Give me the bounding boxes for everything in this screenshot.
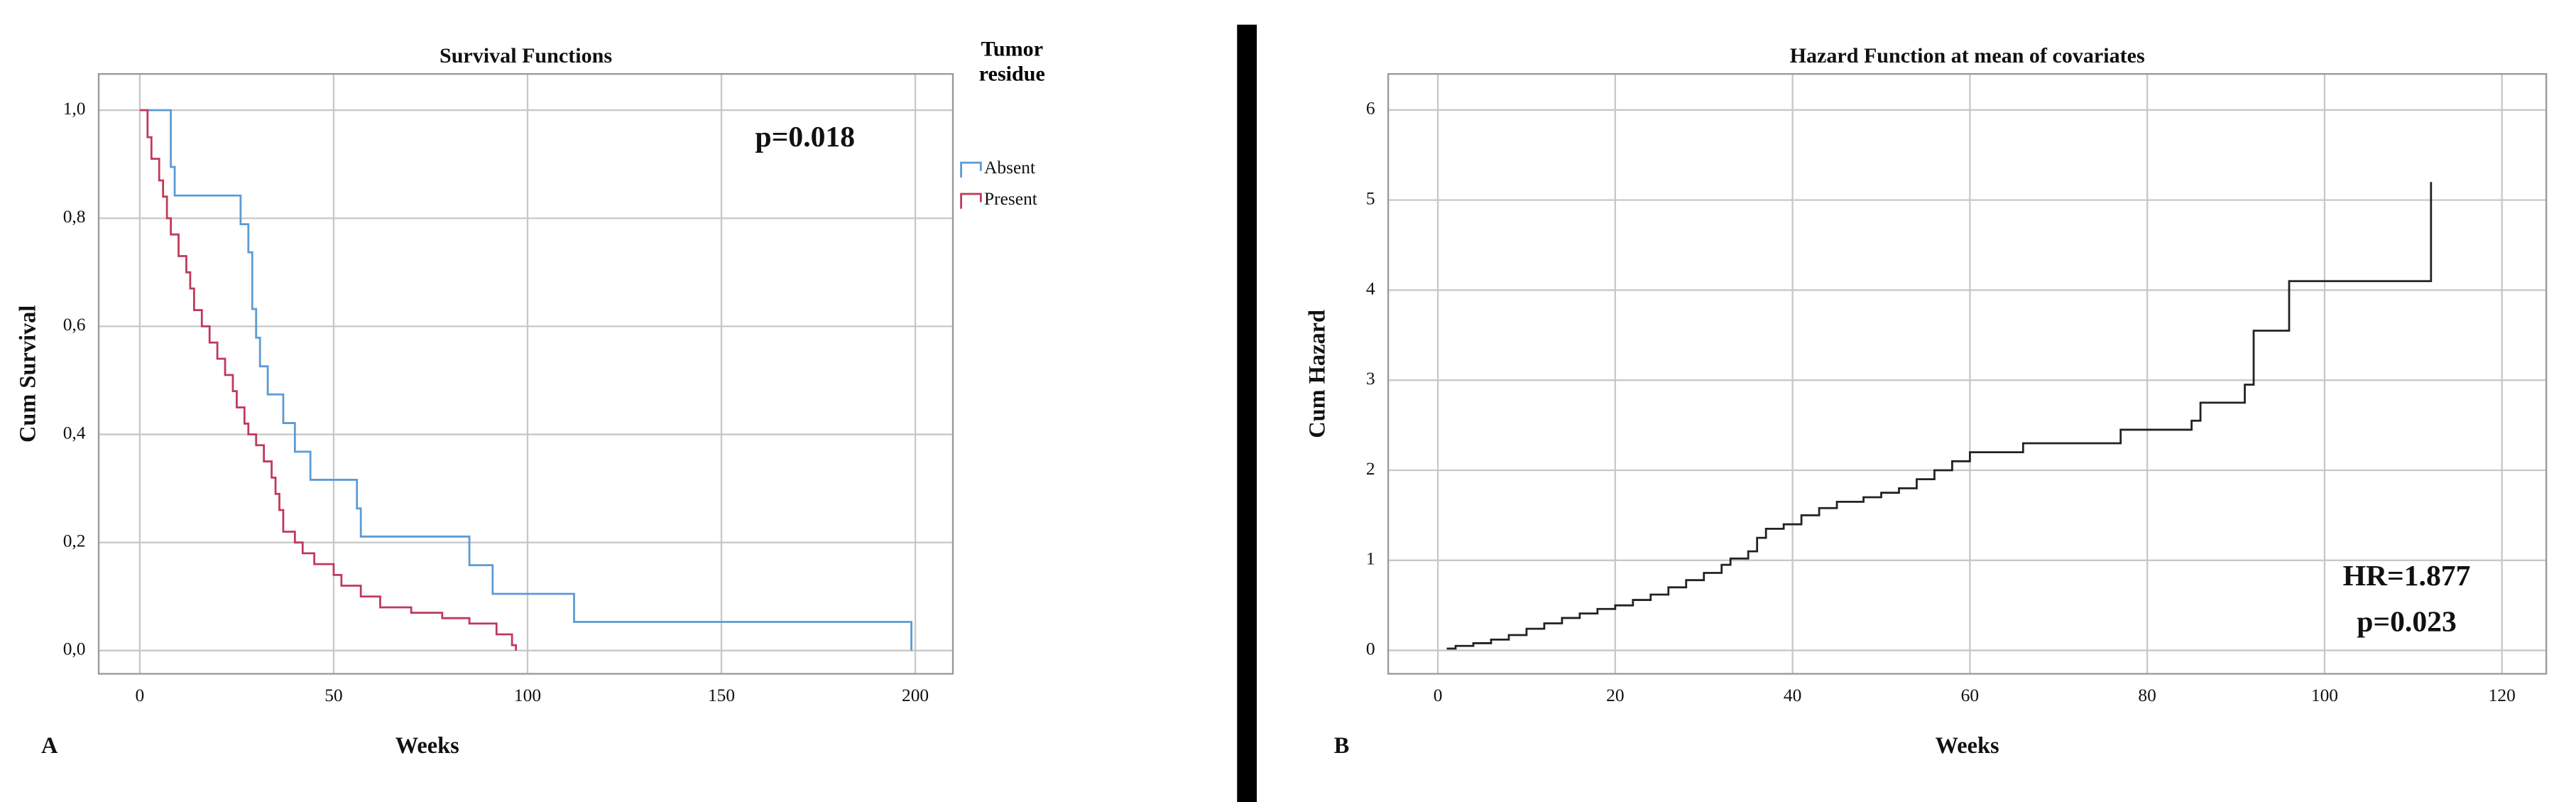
x-tick-label: 40 <box>1784 685 1801 705</box>
step-line <box>139 109 912 651</box>
x-axis-label: Weeks <box>1936 733 1999 759</box>
y-tick-label: 4 <box>1366 278 1375 298</box>
y-tick-label: 1 <box>1366 548 1375 569</box>
y-tick-label: 0 <box>1366 638 1375 659</box>
y-tick-label: 0,0 <box>63 639 86 659</box>
divider-bar <box>1237 24 1257 802</box>
legend-label: Present <box>984 188 1037 209</box>
y-tick-label: 0,8 <box>63 206 86 227</box>
legend-title: Tumor residue <box>978 36 1045 86</box>
annotation: p=0.018 <box>755 121 856 153</box>
y-tick-label: 0,4 <box>63 422 86 443</box>
x-tick-label: 200 <box>902 685 929 705</box>
annotation: HR=1.877 <box>2343 560 2471 592</box>
x-axis-label: Weeks <box>395 733 459 759</box>
x-tick-label: 0 <box>1434 685 1443 705</box>
chart-title: Survival Functions <box>440 43 612 67</box>
y-tick-label: 2 <box>1366 458 1375 479</box>
y-axis-label: Cum Survival <box>15 305 40 443</box>
plot-frame <box>1387 72 2548 675</box>
legend-title-box: Tumor residue <box>978 36 1045 86</box>
legend-swatch <box>960 161 982 178</box>
y-tick-label: 3 <box>1366 368 1375 389</box>
y-tick-label: 5 <box>1366 188 1375 208</box>
x-tick-label: 50 <box>324 685 342 705</box>
step-line <box>139 109 517 651</box>
legend-swatch <box>960 193 982 209</box>
step-line <box>1446 182 2433 650</box>
panel-label: A <box>41 733 58 759</box>
y-tick-label: 0,6 <box>63 314 86 335</box>
annotation: p=0.023 <box>2357 606 2457 639</box>
x-tick-label: 0 <box>136 685 145 705</box>
chart-title: Hazard Function at mean of covariates <box>1790 43 2145 67</box>
y-tick-label: 1,0 <box>63 98 86 119</box>
panel-label: B <box>1334 733 1350 759</box>
plot-frame <box>97 72 954 675</box>
y-tick-label: 0,2 <box>63 531 86 551</box>
x-tick-label: 100 <box>2311 685 2338 705</box>
y-tick-label: 6 <box>1366 98 1375 119</box>
x-tick-label: 150 <box>708 685 735 705</box>
x-tick-label: 80 <box>2138 685 2156 705</box>
legend-label: Absent <box>984 157 1035 178</box>
y-axis-label: Cum Hazard <box>1304 310 1330 438</box>
x-tick-label: 20 <box>1606 685 1624 705</box>
x-tick-label: 100 <box>514 685 541 705</box>
x-tick-label: 120 <box>2489 685 2516 705</box>
x-tick-label: 60 <box>1961 685 1979 705</box>
